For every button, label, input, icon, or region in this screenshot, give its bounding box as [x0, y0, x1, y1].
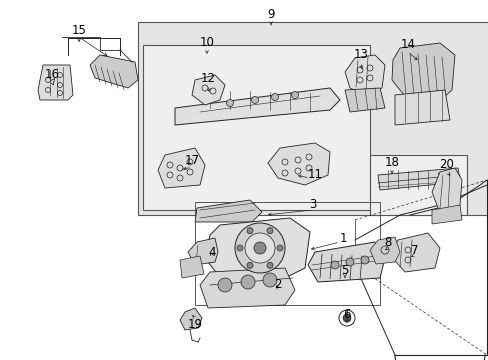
- Circle shape: [263, 273, 276, 287]
- Circle shape: [342, 314, 350, 322]
- Circle shape: [246, 262, 252, 268]
- Bar: [369, 155, 466, 215]
- Text: 17: 17: [184, 153, 199, 166]
- Text: 14: 14: [400, 39, 415, 51]
- Polygon shape: [175, 88, 339, 125]
- Circle shape: [237, 245, 243, 251]
- Polygon shape: [377, 168, 459, 190]
- Circle shape: [266, 228, 272, 234]
- Polygon shape: [431, 168, 461, 215]
- Polygon shape: [204, 218, 309, 278]
- Bar: [142, 45, 369, 210]
- Text: 5: 5: [341, 264, 348, 276]
- Text: 8: 8: [384, 237, 391, 249]
- Circle shape: [226, 99, 233, 107]
- Polygon shape: [394, 90, 449, 125]
- Text: 6: 6: [343, 309, 350, 321]
- Circle shape: [266, 262, 272, 268]
- Text: 13: 13: [353, 49, 367, 62]
- Circle shape: [360, 256, 368, 264]
- Polygon shape: [180, 308, 202, 330]
- Bar: [138, 22, 488, 215]
- Polygon shape: [38, 65, 73, 100]
- Polygon shape: [180, 256, 203, 278]
- Polygon shape: [307, 242, 384, 282]
- Polygon shape: [389, 233, 439, 272]
- Circle shape: [246, 228, 252, 234]
- Circle shape: [291, 91, 298, 99]
- Polygon shape: [195, 200, 262, 222]
- Text: 11: 11: [307, 168, 322, 181]
- Bar: [195, 202, 379, 305]
- Polygon shape: [431, 205, 461, 224]
- Text: 1: 1: [339, 231, 346, 244]
- Text: 19: 19: [187, 319, 202, 332]
- Text: 10: 10: [199, 36, 214, 49]
- Text: 16: 16: [44, 68, 60, 81]
- Polygon shape: [90, 55, 138, 88]
- Polygon shape: [369, 237, 399, 264]
- Polygon shape: [267, 143, 329, 185]
- Polygon shape: [345, 88, 384, 112]
- Circle shape: [241, 275, 254, 289]
- Circle shape: [251, 96, 258, 104]
- Circle shape: [218, 278, 231, 292]
- Text: 15: 15: [71, 23, 86, 36]
- Text: 18: 18: [384, 156, 399, 168]
- Text: 9: 9: [267, 9, 274, 22]
- Text: 2: 2: [274, 279, 281, 292]
- Circle shape: [271, 94, 278, 100]
- Circle shape: [346, 258, 353, 266]
- Text: 3: 3: [309, 198, 316, 211]
- Circle shape: [330, 261, 338, 269]
- Polygon shape: [391, 43, 454, 105]
- Polygon shape: [187, 238, 218, 265]
- Circle shape: [276, 245, 283, 251]
- Text: 12: 12: [200, 72, 215, 85]
- Polygon shape: [345, 55, 384, 95]
- Text: 20: 20: [439, 158, 453, 171]
- Circle shape: [244, 233, 274, 263]
- Circle shape: [235, 223, 285, 273]
- Text: 4: 4: [208, 246, 215, 258]
- Polygon shape: [200, 268, 294, 308]
- Text: 7: 7: [410, 243, 418, 256]
- Circle shape: [253, 242, 265, 254]
- Polygon shape: [192, 75, 224, 105]
- Polygon shape: [158, 148, 204, 188]
